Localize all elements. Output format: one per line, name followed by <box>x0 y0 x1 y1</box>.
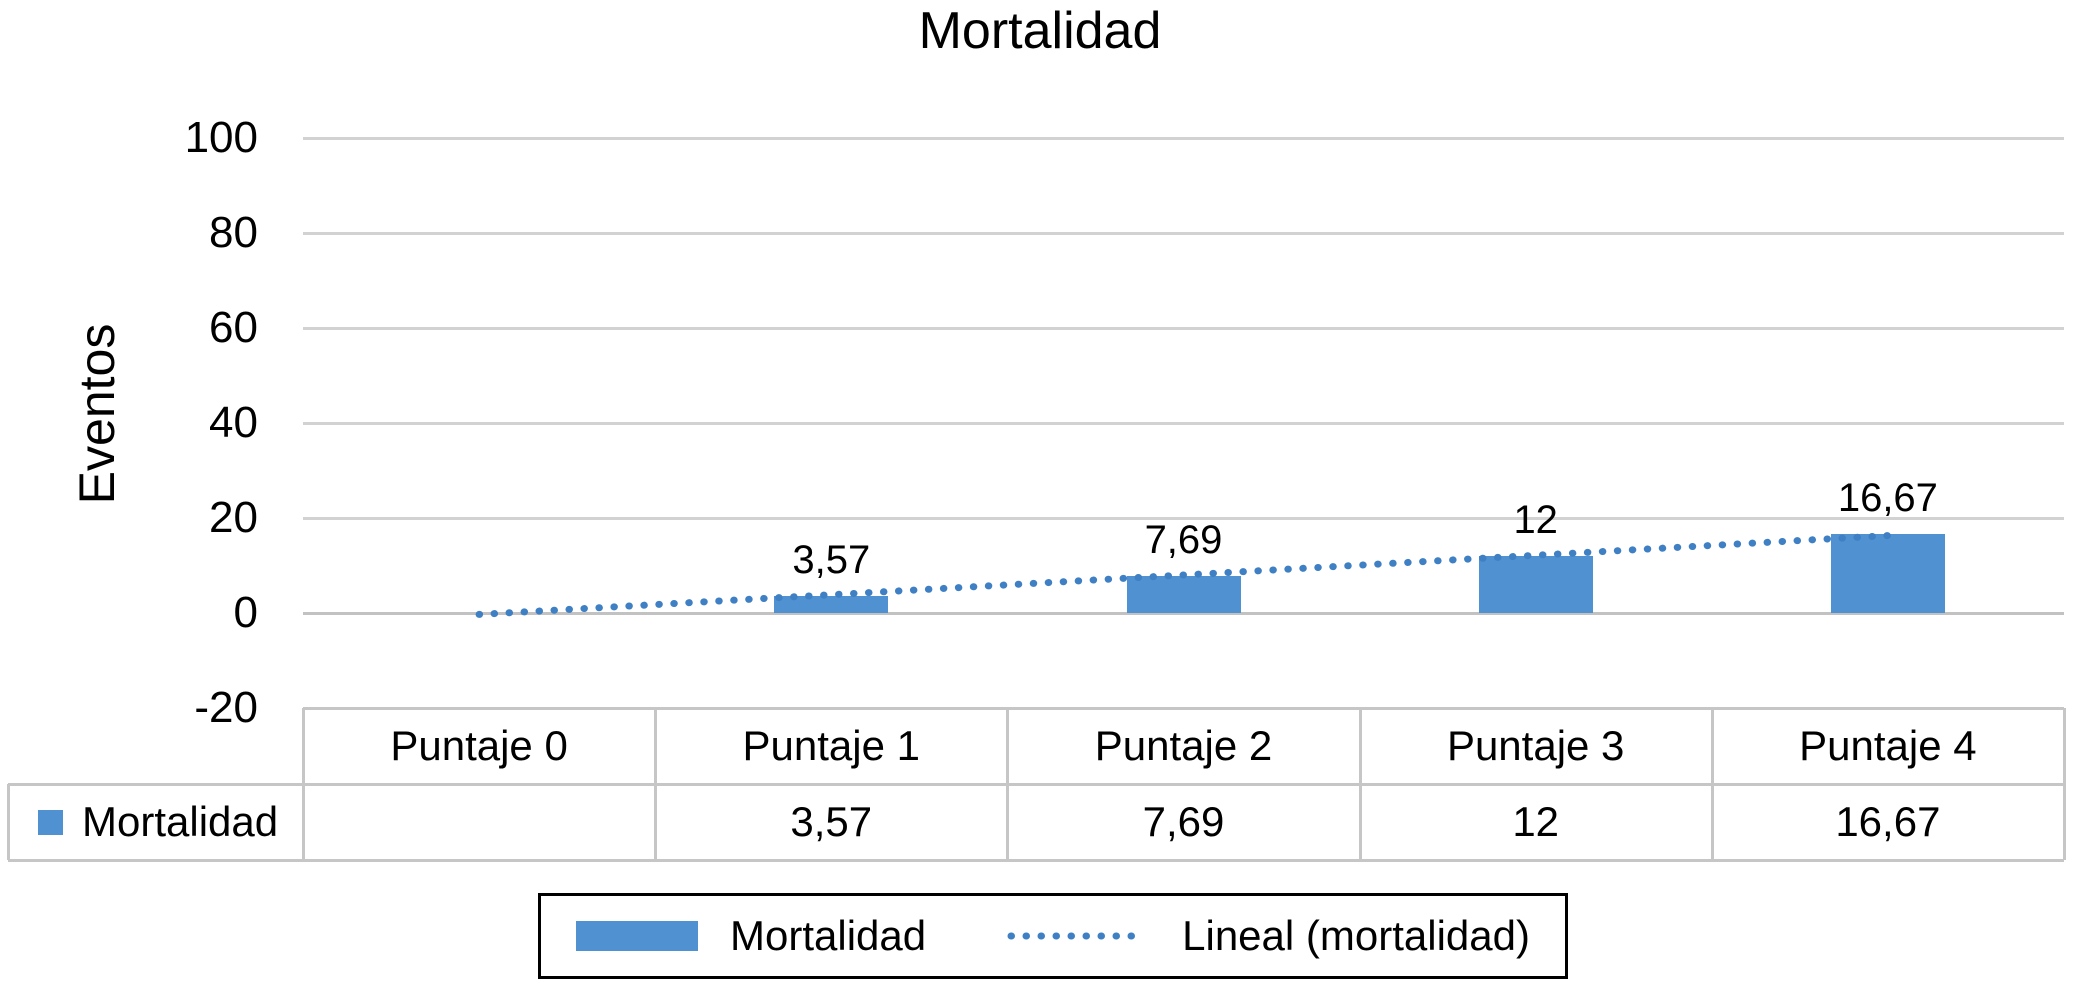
bar <box>1830 533 1945 613</box>
gridline <box>303 517 2064 520</box>
y-tick-label: 20 <box>209 493 258 542</box>
bar-data-label: 3,57 <box>792 538 871 583</box>
y-tick-label: 40 <box>209 398 258 447</box>
table-header-cell: Puntaje 4 <box>1799 722 1977 769</box>
bar <box>1478 556 1593 613</box>
table-border <box>8 783 2064 786</box>
gridline <box>303 327 2064 330</box>
series-key-icon <box>38 810 63 835</box>
bar-data-label: 7,69 <box>1144 518 1223 563</box>
table-value-cell: 16,67 <box>1835 798 1941 845</box>
table-row-header-label: Mortalidad <box>82 798 279 845</box>
table-value-cell: 7,69 <box>1142 798 1225 845</box>
table-border <box>2063 708 2066 860</box>
table-header-cell: Puntaje 3 <box>1446 722 1625 769</box>
table-value-cell: 3,57 <box>790 798 873 845</box>
bar-data-label: 12 <box>1513 498 1558 542</box>
legend-trendline-swatch-icon <box>1007 932 1141 940</box>
y-tick-label: 60 <box>209 303 258 352</box>
table-row-header: Mortalidad <box>8 784 303 860</box>
bar <box>1126 576 1241 613</box>
table-value-cell: 12 <box>1512 798 1560 845</box>
table-border <box>7 784 10 860</box>
table-border <box>1358 708 1362 860</box>
table-border <box>1710 708 1714 860</box>
legend-bar-swatch-icon <box>576 921 699 951</box>
table-border <box>1006 708 1010 860</box>
table-border <box>303 707 2064 710</box>
table-border <box>8 859 2064 862</box>
table-value-cell <box>303 784 655 860</box>
legend-trendline-label: Lineal (mortalidad) <box>1182 912 1530 959</box>
table-border <box>654 708 658 860</box>
table-header-cell: Puntaje 1 <box>742 722 921 769</box>
table-header-cell: Puntaje 0 <box>390 722 568 769</box>
table-header-cell: Puntaje 2 <box>1094 722 1273 769</box>
y-tick-label: 0 <box>233 588 258 637</box>
chart-title: Mortalidad <box>918 2 1162 60</box>
gridline <box>303 422 2064 425</box>
table-border <box>302 708 305 860</box>
gridline <box>303 137 2064 140</box>
legend: Mortalidad Lineal (mortalidad) <box>538 893 1568 979</box>
y-tick-label: 100 <box>184 113 258 162</box>
legend-bar-label: Mortalidad <box>730 912 927 959</box>
y-tick-label: -20 <box>194 683 258 732</box>
y-tick-label: 80 <box>209 208 258 257</box>
bar <box>774 596 889 613</box>
gridline <box>303 232 2064 235</box>
bar-data-label: 16,67 <box>1837 475 1938 520</box>
